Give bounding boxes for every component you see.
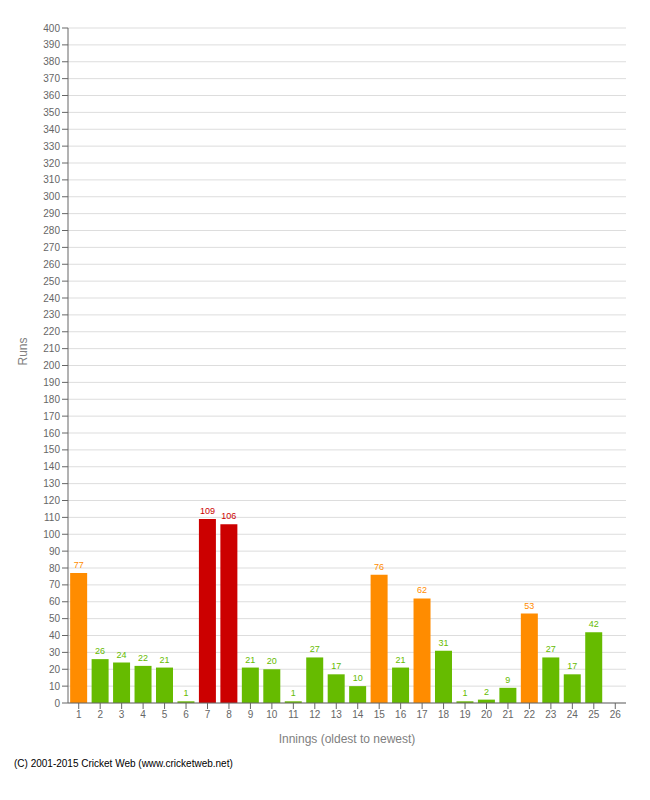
svg-text:17: 17 xyxy=(417,709,429,720)
svg-text:20: 20 xyxy=(481,709,493,720)
svg-text:7: 7 xyxy=(205,709,211,720)
svg-text:220: 220 xyxy=(43,326,60,337)
svg-text:10: 10 xyxy=(353,673,363,683)
svg-text:6: 6 xyxy=(183,709,189,720)
svg-text:150: 150 xyxy=(43,444,60,455)
svg-text:26: 26 xyxy=(95,646,105,656)
svg-text:110: 110 xyxy=(44,512,60,523)
svg-text:18: 18 xyxy=(438,709,450,720)
svg-text:310: 310 xyxy=(43,174,60,185)
svg-text:21: 21 xyxy=(245,655,255,665)
svg-text:260: 260 xyxy=(43,259,60,270)
html-text:(C) 2001-2015 Cricket Web (www: (C) 2001-2015 Cricket Web (www.cricketwe… xyxy=(14,758,233,769)
svg-text:62: 62 xyxy=(417,585,427,595)
svg-text:14: 14 xyxy=(352,709,364,720)
svg-text:21: 21 xyxy=(159,655,169,665)
svg-text:16: 16 xyxy=(395,709,407,720)
svg-text:50: 50 xyxy=(49,613,61,624)
svg-text:320: 320 xyxy=(43,158,60,169)
svg-text:15: 15 xyxy=(374,709,386,720)
svg-text:10: 10 xyxy=(266,709,278,720)
svg-text:1: 1 xyxy=(291,688,296,698)
svg-text:2: 2 xyxy=(484,687,489,697)
svg-text:80: 80 xyxy=(49,563,61,574)
svg-text:300: 300 xyxy=(43,191,60,202)
svg-text:4: 4 xyxy=(140,709,146,720)
svg-text:20: 20 xyxy=(49,664,61,675)
svg-text:Runs: Runs xyxy=(16,337,30,365)
svg-text:24: 24 xyxy=(117,650,127,660)
svg-text:90: 90 xyxy=(49,546,61,557)
svg-text:330: 330 xyxy=(43,141,60,152)
svg-text:240: 240 xyxy=(43,293,60,304)
svg-text:1: 1 xyxy=(76,709,82,720)
svg-text:13: 13 xyxy=(331,709,343,720)
svg-text:100: 100 xyxy=(43,529,60,540)
svg-text:24: 24 xyxy=(567,709,579,720)
svg-text:31: 31 xyxy=(438,638,448,648)
svg-text:77: 77 xyxy=(74,560,84,570)
svg-text:23: 23 xyxy=(545,709,557,720)
svg-text:170: 170 xyxy=(43,411,60,422)
svg-text:210: 210 xyxy=(43,343,60,354)
svg-text:30: 30 xyxy=(49,647,61,658)
svg-text:9: 9 xyxy=(505,675,510,685)
svg-text:10: 10 xyxy=(49,681,61,692)
svg-text:250: 250 xyxy=(43,276,60,287)
svg-text:180: 180 xyxy=(43,394,60,405)
svg-text:370: 370 xyxy=(43,73,60,84)
svg-text:360: 360 xyxy=(43,90,60,101)
svg-text:21: 21 xyxy=(396,655,406,665)
svg-text:350: 350 xyxy=(43,107,60,118)
svg-text:3: 3 xyxy=(119,709,125,720)
svg-text:76: 76 xyxy=(374,562,384,572)
svg-text:200: 200 xyxy=(43,360,60,371)
svg-text:0: 0 xyxy=(54,698,60,709)
svg-text:27: 27 xyxy=(546,644,556,654)
svg-text:380: 380 xyxy=(43,56,60,67)
svg-text:17: 17 xyxy=(567,661,577,671)
svg-text:70: 70 xyxy=(49,579,61,590)
svg-text:19: 19 xyxy=(459,709,471,720)
svg-text:40: 40 xyxy=(49,630,61,641)
svg-text:1: 1 xyxy=(462,688,467,698)
svg-text:190: 190 xyxy=(43,377,60,388)
svg-text:8: 8 xyxy=(226,709,232,720)
svg-text:21: 21 xyxy=(502,709,514,720)
svg-text:26: 26 xyxy=(610,709,622,720)
svg-text:17: 17 xyxy=(331,661,341,671)
svg-text:11: 11 xyxy=(288,709,299,720)
svg-text:1: 1 xyxy=(183,688,188,698)
svg-text:340: 340 xyxy=(43,124,60,135)
svg-text:109: 109 xyxy=(200,506,215,516)
svg-text:25: 25 xyxy=(588,709,600,720)
svg-text:290: 290 xyxy=(43,208,60,219)
svg-text:390: 390 xyxy=(43,39,60,50)
svg-text:5: 5 xyxy=(162,709,168,720)
svg-text:Innings (oldest to newest): Innings (oldest to newest) xyxy=(279,732,416,746)
svg-text:120: 120 xyxy=(43,495,60,506)
svg-text:400: 400 xyxy=(43,23,60,34)
svg-text:27: 27 xyxy=(310,644,320,654)
svg-text:42: 42 xyxy=(589,619,599,629)
svg-text:22: 22 xyxy=(138,653,148,663)
svg-text:22: 22 xyxy=(524,709,536,720)
svg-text:270: 270 xyxy=(43,242,60,253)
svg-text:230: 230 xyxy=(43,309,60,320)
svg-text:60: 60 xyxy=(49,596,61,607)
svg-text:130: 130 xyxy=(43,478,60,489)
svg-text:160: 160 xyxy=(43,428,60,439)
svg-text:9: 9 xyxy=(248,709,254,720)
svg-text:20: 20 xyxy=(267,656,277,666)
svg-text:106: 106 xyxy=(221,511,236,521)
svg-text:53: 53 xyxy=(524,601,534,611)
svg-text:2: 2 xyxy=(97,709,103,720)
svg-text:140: 140 xyxy=(43,461,60,472)
svg-text:280: 280 xyxy=(43,225,60,236)
svg-text:12: 12 xyxy=(309,709,321,720)
